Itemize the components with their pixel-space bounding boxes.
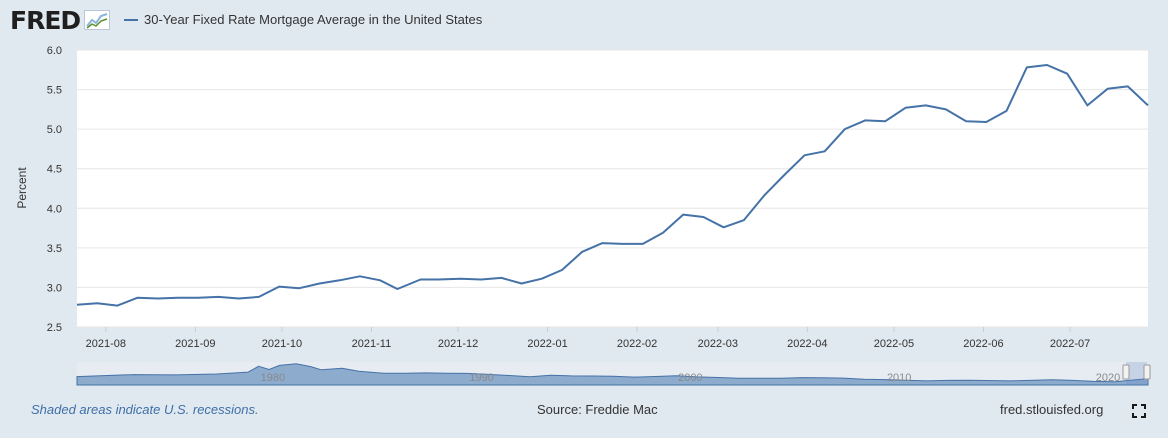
fred-logo[interactable]: FRED (10, 6, 111, 35)
fred-logo-text: FRED (10, 6, 81, 35)
y-tick-label: 5.5 (47, 85, 62, 97)
x-tick-label: 2021-10 (262, 338, 302, 350)
x-tick-label: 2022-06 (963, 338, 1003, 350)
x-tick-label: 2021-09 (175, 338, 215, 350)
range-navigator[interactable]: 1980 1990 2000 2010 2020 (76, 362, 1151, 386)
navigator-left-handle[interactable] (1122, 364, 1130, 380)
plot-area (77, 50, 1148, 327)
y-tick-label: 3.5 (47, 243, 62, 255)
x-tick-label: 2022-07 (1050, 338, 1090, 350)
x-tick-label: 2022-02 (617, 338, 657, 350)
y-tick-label: 4.5 (47, 164, 62, 176)
series-group (76, 64, 1149, 307)
navigator-year-label: 2020 (1096, 372, 1120, 384)
chart-footer: Shaded areas indicate U.S. recessions. S… (0, 396, 1168, 426)
site-link[interactable]: fred.stlouisfed.org (1000, 402, 1104, 417)
y-tick-label: 3.0 (47, 282, 62, 294)
y-axis-label: Percent (15, 167, 29, 209)
y-tick-label: 2.5 (47, 322, 62, 334)
y-tick-label: 4.0 (47, 203, 62, 215)
legend-series-label: 30-Year Fixed Rate Mortgage Average in t… (144, 12, 483, 27)
x-tick-label: 2022-04 (787, 338, 827, 350)
series-line (76, 64, 1149, 307)
y-axis-ticks: 2.5 3.0 3.5 4.0 4.5 5.0 5.5 6.0 (47, 45, 62, 334)
navigator-right-handle[interactable] (1143, 364, 1151, 380)
x-tick-label: 2021-11 (352, 338, 392, 350)
navigator-area (76, 363, 1149, 386)
navigator-labels: 1980 1990 2000 2010 2020 (261, 372, 1121, 384)
navigator-selection[interactable] (1126, 362, 1147, 385)
fullscreen-icon[interactable] (1131, 403, 1147, 419)
chart-header: FRED 30-Year Fixed Rate Mortgage Average… (0, 0, 1168, 44)
gridlines (77, 49, 1148, 328)
navigator-year-label: 1980 (261, 372, 285, 384)
x-tick-label: 2021-12 (438, 338, 478, 350)
chart-legend[interactable]: 30-Year Fixed Rate Mortgage Average in t… (124, 12, 482, 27)
y-tick-label: 5.0 (47, 124, 62, 136)
source-label: Source: Freddie Mac (537, 402, 658, 417)
navigator-year-label: 2000 (678, 372, 702, 384)
navigator-year-label: 1990 (469, 372, 493, 384)
line-chart[interactable]: 2.53.03.54.04.55.05.56.0 2021-08 2021-09 2… (0, 40, 1168, 392)
x-axis-ticks: 2021-08 2021-09 2021-10 2021-11 2021-12 2022-… (86, 327, 1090, 350)
legend-swatch (124, 18, 138, 21)
recession-note-link[interactable]: Shaded areas indicate U.S. recessions. (31, 402, 259, 417)
x-tick-label: 2021-08 (86, 338, 126, 350)
navigator-year-label: 2010 (887, 372, 911, 384)
x-tick-label: 2022-05 (874, 338, 914, 350)
x-tick-label: 2022-01 (527, 338, 567, 350)
line-graph-icon (84, 10, 111, 30)
x-tick-label: 2022-03 (698, 338, 738, 350)
y-tick-label: 6.0 (47, 45, 62, 57)
navigator-series-area (76, 363, 1149, 386)
